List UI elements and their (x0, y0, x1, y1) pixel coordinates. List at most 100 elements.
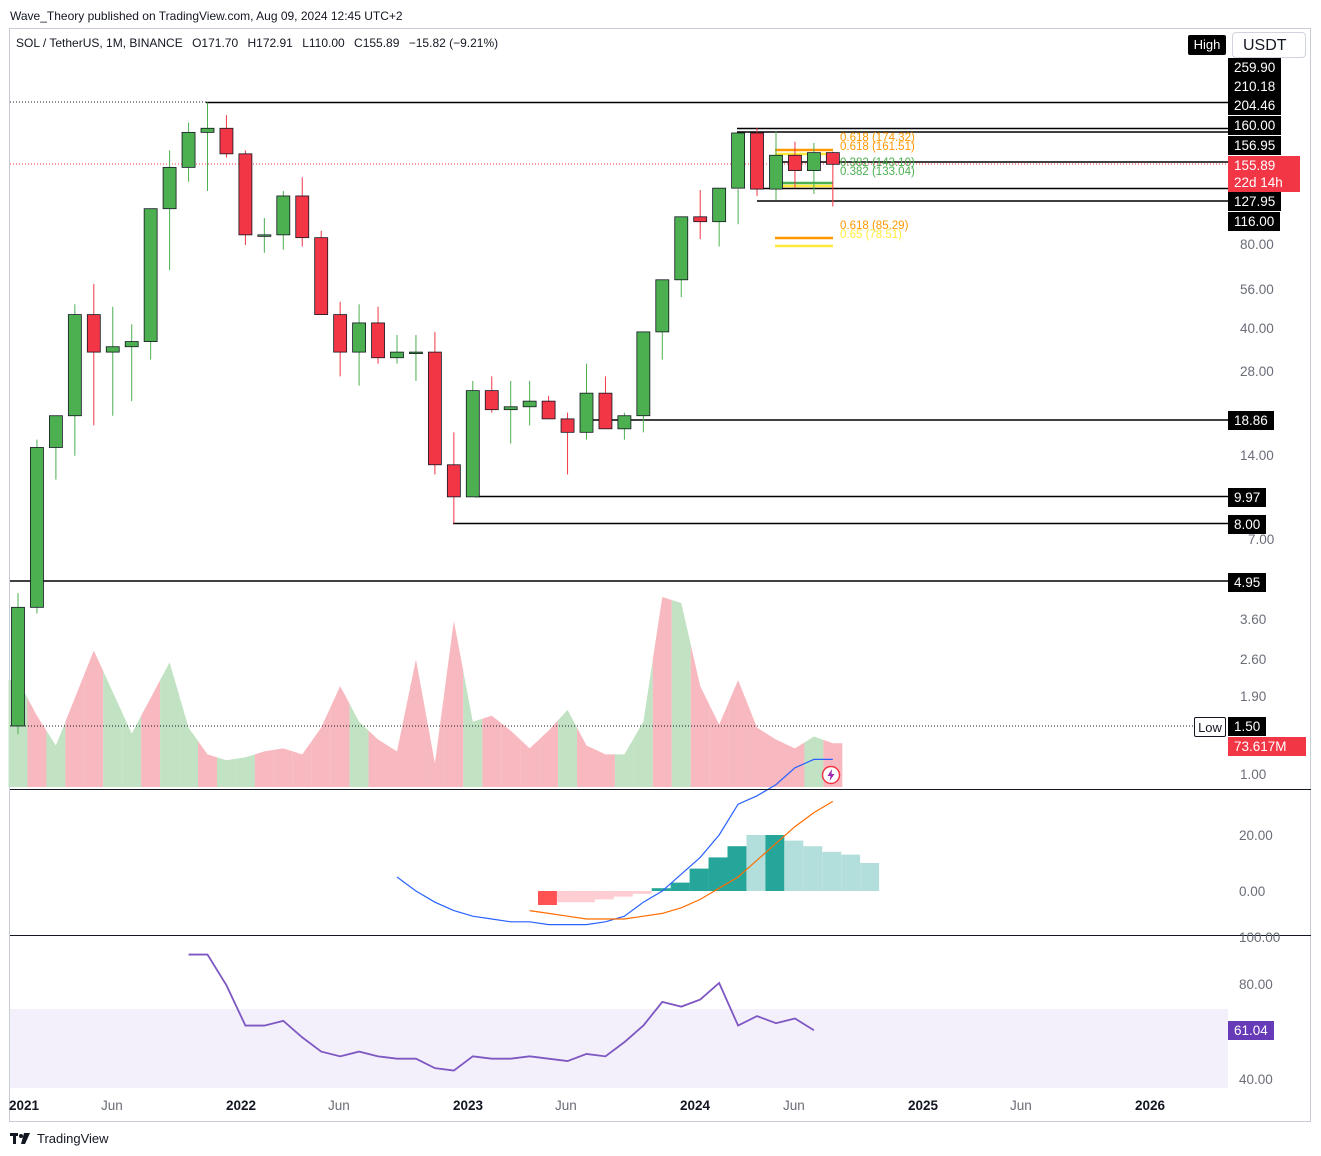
volume-segment (179, 694, 199, 787)
candle-body (769, 154, 783, 190)
macd-histogram-bar (613, 891, 633, 897)
x-tick-jun: Jun (1010, 1098, 1032, 1113)
volume-segment (804, 736, 824, 787)
fib-label-6: 0.65 (78.51) (840, 229, 903, 241)
currency-button[interactable]: USDT (1232, 32, 1306, 58)
ohlc-open: 171.70 (201, 36, 239, 50)
macd-histogram-bar (632, 891, 652, 894)
x-tick-2025: 2025 (908, 1098, 939, 1113)
level-label: 156.95 (1228, 136, 1282, 155)
macd-histogram-bar (727, 846, 747, 891)
x-tick-2023: 2023 (453, 1098, 484, 1113)
volume-segment (292, 740, 312, 787)
volume-segment (198, 740, 217, 787)
pane-divider-rsi[interactable] (10, 935, 1311, 936)
fib-lines (775, 148, 833, 248)
x-tick-jun: Jun (101, 1098, 123, 1113)
last-price-label: 155.89 (1228, 156, 1300, 175)
candle-body (86, 314, 101, 353)
candle-body (655, 279, 670, 333)
pane-divider-macd[interactable] (10, 789, 1311, 790)
macd-histogram-bar (538, 891, 557, 905)
high-toggle-button[interactable]: High (1188, 35, 1226, 55)
fib-label-5: 0.618 (85.29) (840, 220, 909, 232)
level-label: 116.00 (1228, 212, 1281, 231)
macd-histogram-bar (689, 868, 709, 891)
ohlc-change: −15.82 (−9.21%) (408, 36, 499, 50)
lightning-icon[interactable] (821, 765, 841, 785)
candle-body (30, 447, 44, 608)
volume-segment (84, 650, 104, 787)
price-tick: 3.60 (1240, 612, 1267, 627)
volume-segment (103, 671, 123, 787)
candle-body (541, 400, 556, 420)
rsi-tick: 40.00 (1239, 1072, 1273, 1087)
volume-segment (235, 754, 255, 787)
candle-body (807, 152, 821, 171)
candle-body (314, 237, 329, 315)
ohlc-open-label: O (192, 36, 202, 50)
volume-segment (652, 597, 672, 787)
candle-body (11, 606, 25, 727)
x-tick-2024: 2024 (680, 1098, 711, 1113)
level-label: 127.95 (1228, 192, 1282, 211)
fib-label-2: 0.618 (161.51) (840, 141, 915, 153)
candle-body (49, 415, 63, 448)
candle-body (162, 166, 177, 210)
candle-body (352, 322, 367, 353)
volume-segment (122, 712, 142, 787)
volume-segment (387, 705, 407, 787)
volume-segment (671, 599, 691, 787)
volume-segment (444, 620, 464, 787)
rsi-band (10, 1009, 1228, 1088)
volume-segment (501, 723, 521, 787)
volume-segment (785, 742, 805, 787)
volume-segment (709, 702, 729, 787)
candle-body (693, 216, 708, 223)
macd-histogram-bar (803, 846, 823, 891)
candle-body (238, 153, 253, 236)
candle-body (124, 341, 139, 348)
candle-body (390, 351, 404, 359)
level-label: 259.90 (1228, 58, 1282, 77)
candle-body (295, 195, 310, 239)
volume-segment (46, 721, 66, 787)
level-label: 4.95 (1228, 573, 1267, 592)
volume-segment (216, 757, 236, 787)
candle-body (143, 208, 158, 342)
tradingview-logo-icon (10, 1132, 30, 1144)
footer[interactable]: TradingView (10, 1131, 109, 1146)
macd-histogram-bar (765, 835, 785, 891)
level-label: 8.00 (1228, 515, 1267, 534)
candle-body (560, 418, 575, 433)
low-marker-button[interactable]: Low (1194, 717, 1226, 737)
price-tick: 14.00 (1240, 448, 1274, 463)
volume-segment (160, 662, 180, 787)
volume-segment (614, 738, 634, 787)
candle-body (67, 314, 82, 417)
symbol-info[interactable]: SOL / TetherUS, 1M, BINANCE (16, 36, 183, 50)
candle-body (674, 216, 689, 281)
rsi-line (188, 953, 815, 1072)
volume-area (8, 597, 843, 787)
x-tick-2026: 2026 (1135, 1098, 1166, 1113)
volume-value-label: 73.617M (1228, 737, 1306, 756)
ohlc-high: 172.91 (256, 36, 293, 50)
price-tick: 1.90 (1240, 689, 1267, 704)
ohlc-low: 110.00 (308, 36, 345, 50)
volume-segment (27, 697, 47, 787)
volume-segment (520, 739, 540, 787)
volume-segment (539, 720, 559, 787)
ohlc-close: 155.89 (362, 36, 400, 50)
macd-histogram-bar (860, 863, 880, 891)
macd-histogram-bar (556, 891, 576, 903)
ohlc-low-label: L (302, 36, 309, 50)
footer-brand: TradingView (37, 1131, 109, 1146)
candle-body (731, 132, 745, 189)
macd-histogram-bar (575, 891, 595, 903)
candle-body (333, 314, 348, 353)
low-value-label: 1.50 (1228, 717, 1267, 736)
candle-body (617, 415, 632, 430)
candles (11, 102, 840, 735)
